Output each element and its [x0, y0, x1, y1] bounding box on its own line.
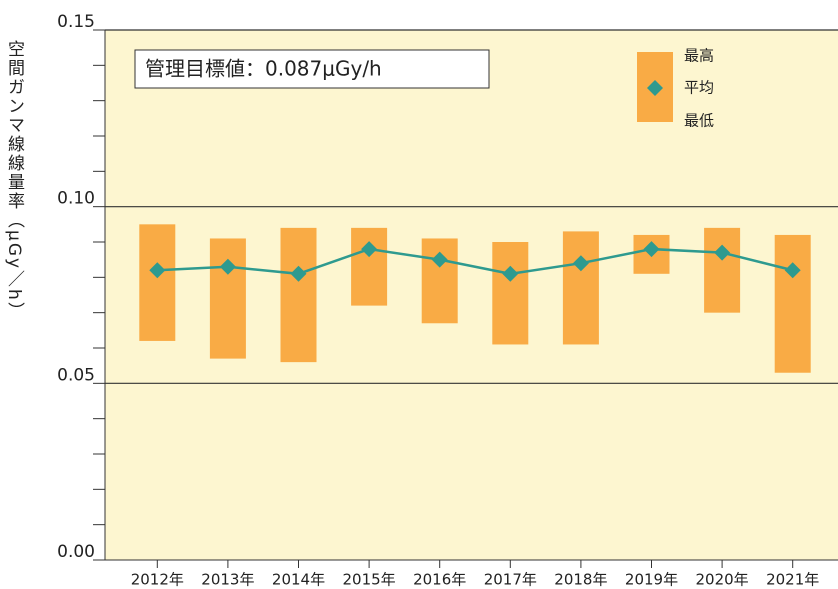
- annotation: 管理目標値：0.087μGy/h: [145, 57, 382, 81]
- range-bar: [704, 227, 741, 313]
- x-tick-label: 2019年: [625, 571, 678, 589]
- legend-marker: [647, 80, 663, 96]
- legend-label: 最高: [684, 47, 714, 65]
- range-bar: [774, 234, 811, 373]
- range-bar: [280, 227, 317, 363]
- x-tick-label: 2016年: [413, 571, 466, 589]
- average-marker: [572, 255, 589, 272]
- x-tick-label: 2018年: [554, 571, 607, 589]
- range-bar: [562, 231, 599, 345]
- range-bar: [421, 238, 458, 324]
- x-tick-label: 2013年: [201, 571, 254, 589]
- range-bar: [492, 242, 529, 345]
- legend-label: 平均: [684, 79, 714, 97]
- y-axis-label: 空間ガンマ線線量率（μGy／h）: [4, 40, 25, 321]
- average-marker: [784, 262, 801, 279]
- y-tick-label: 0.10: [57, 189, 95, 209]
- range-bar: [209, 238, 246, 359]
- x-tick-label: 2020年: [696, 571, 749, 589]
- average-line: [157, 247, 794, 276]
- average-marker: [219, 258, 236, 275]
- x-tick-label: 2015年: [343, 571, 396, 589]
- average-marker: [149, 262, 166, 279]
- y-tick-label: 0.05: [57, 365, 95, 385]
- annotation-box: [134, 49, 490, 89]
- average-marker: [290, 265, 307, 282]
- x-tick-label: 2014年: [272, 571, 325, 589]
- average-marker: [431, 251, 448, 268]
- range-bar: [351, 227, 388, 306]
- y-tick-label: 0.15: [57, 12, 95, 32]
- average-marker: [714, 244, 731, 261]
- average-marker: [502, 265, 519, 282]
- y-tick-label: 0.00: [57, 542, 95, 562]
- average-marker: [361, 241, 378, 258]
- range-bar: [139, 224, 176, 341]
- x-tick-label: 2021年: [766, 571, 819, 589]
- x-tick-label: 2017年: [484, 571, 537, 589]
- x-tick-label: 2012年: [131, 571, 184, 589]
- legend-label: 最低: [684, 112, 714, 130]
- average-marker: [643, 241, 660, 258]
